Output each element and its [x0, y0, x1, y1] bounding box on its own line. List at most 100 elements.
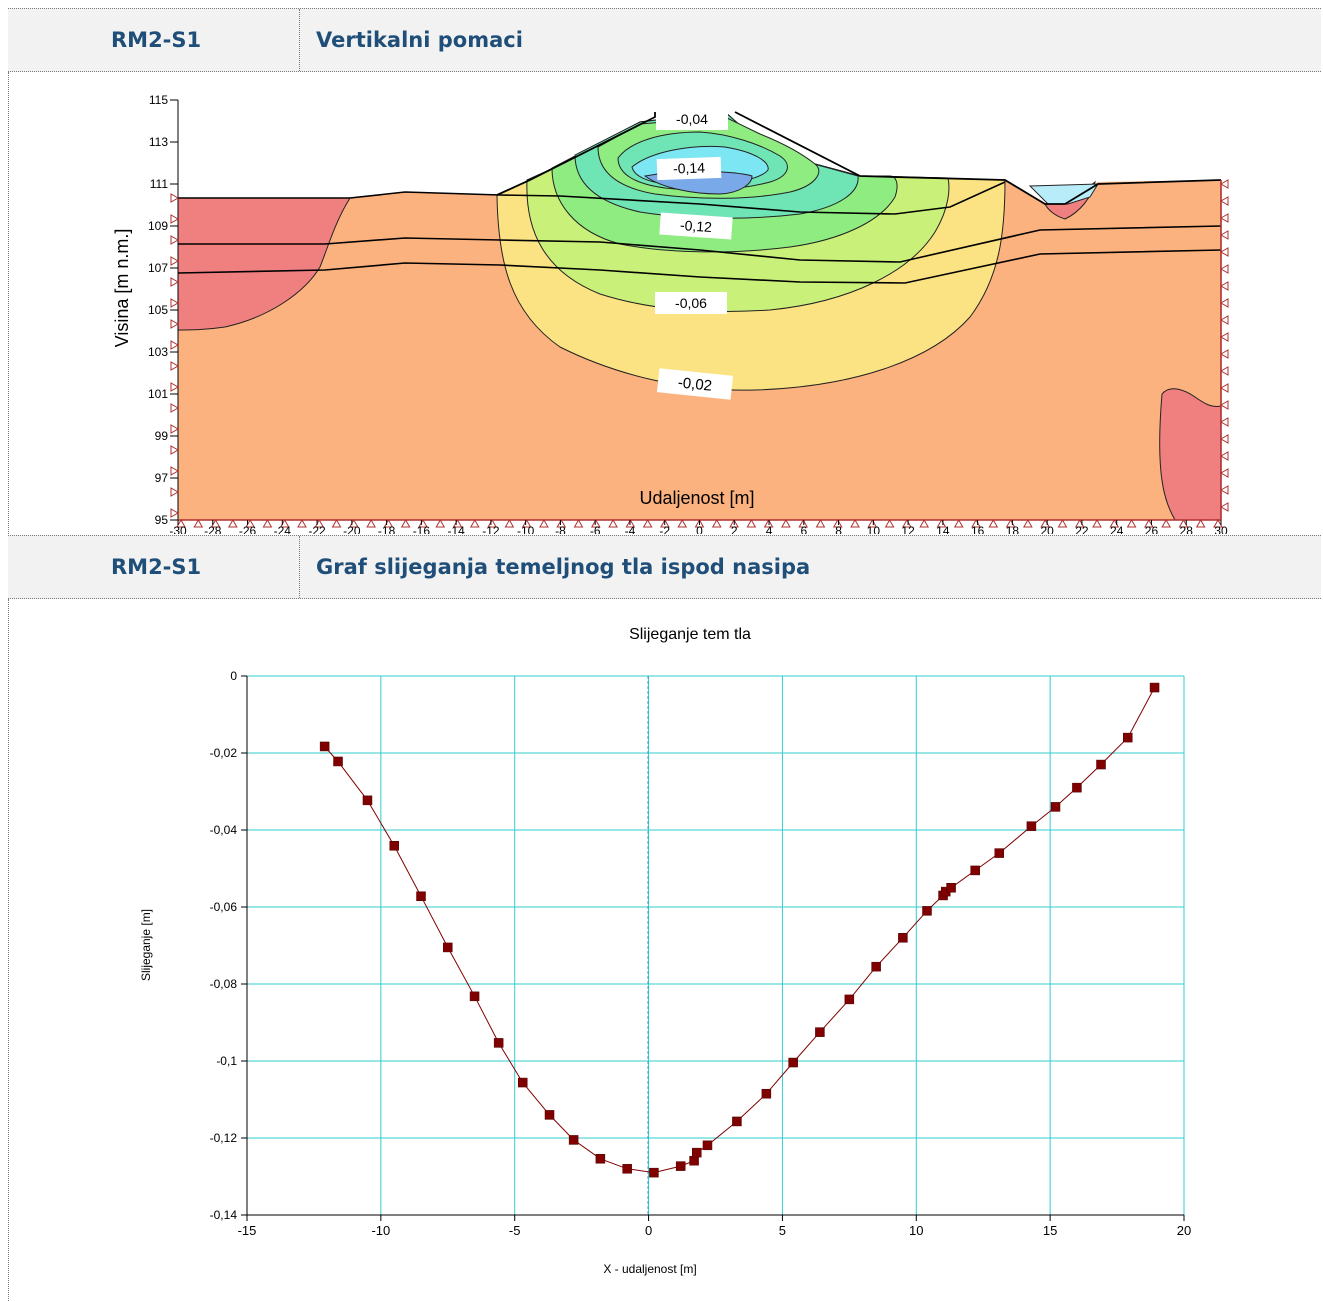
x-tick-label: 5: [779, 1223, 786, 1238]
data-point: [946, 883, 956, 893]
support-triangle: [170, 403, 180, 413]
svg-text:-0,04: -0,04: [676, 111, 708, 127]
support-triangle: [170, 235, 180, 245]
contour-label-006: -0,06: [655, 292, 727, 314]
data-point: [844, 994, 855, 1005]
support-triangle: [400, 518, 411, 528]
y-tick-label: -0,02: [210, 746, 238, 760]
contour-x-tick-label: -18: [378, 524, 396, 534]
support-triangle: [781, 518, 791, 528]
support-triangle: [573, 518, 584, 528]
svg-text:-0,02: -0,02: [677, 374, 713, 394]
support-triangle: [763, 518, 774, 528]
data-point: [1050, 802, 1061, 812]
support-triangle: [1219, 332, 1229, 342]
x-tick-label: 10: [909, 1223, 923, 1238]
data-point: [1072, 782, 1082, 793]
support-triangle: [469, 518, 480, 528]
support-triangle: [1219, 468, 1229, 478]
y-ticks: 0 -0,02 -0,04 -0,06 -0,08 -0,1 -0,12 -0,14: [210, 669, 247, 1222]
plot-area: [247, 676, 1184, 1215]
contour-label-014: -0,14: [656, 156, 722, 181]
contour-x-tick-label: -6: [590, 524, 601, 534]
contour-x-tick-label: 6: [800, 524, 807, 534]
contour-x-tick-label: 20: [1040, 524, 1054, 534]
data-point: [493, 1038, 504, 1048]
support-triangle: [435, 518, 446, 528]
contour-y-ticks: 115 113 111 109 107 105 103 101 99 97 95: [148, 93, 178, 527]
support-triangle: [746, 518, 757, 528]
series-markers: [319, 682, 1160, 1178]
data-point: [815, 1027, 825, 1037]
support-triangle: [170, 193, 180, 203]
support-triangle: [227, 518, 238, 528]
contour-label-004: -0,04: [656, 109, 728, 130]
section-code: RM2-S1: [111, 28, 202, 52]
support-triangle: [1023, 518, 1033, 528]
x-tick-label: -10: [371, 1223, 390, 1238]
data-point: [319, 741, 330, 752]
data-point: [649, 1167, 659, 1178]
support-triangle: [902, 518, 912, 528]
y-tick-label: -0,08: [210, 977, 238, 991]
contour-xlabel: Udaljenost [m]: [639, 488, 754, 508]
svg-text:-0,12: -0,12: [680, 217, 713, 235]
support-triangle: [170, 340, 180, 350]
data-point: [1149, 682, 1160, 693]
contour-y-tick-label: 109: [148, 219, 168, 233]
support-triangle: [1219, 213, 1229, 223]
support-triangle: [521, 518, 532, 528]
support-triangle: [1057, 518, 1068, 528]
data-point: [732, 1116, 742, 1127]
contour-x-tick-label: 28: [1180, 524, 1194, 534]
left-supports: [170, 193, 180, 518]
support-triangle: [1219, 366, 1229, 376]
section-title: Vertikalni pomaci: [316, 28, 523, 52]
contour-y-tick-label: 115: [149, 93, 168, 107]
support-triangle: [170, 256, 180, 266]
support-triangle: [556, 518, 567, 528]
chart-frame: [8, 599, 1321, 1301]
contour-label-012: -0,12: [659, 212, 733, 240]
water-pond: [1028, 183, 1099, 205]
support-triangle: [729, 518, 739, 528]
x-tick-label: -5: [509, 1223, 521, 1238]
contour-x-tick-label: -30: [169, 524, 187, 534]
support-triangle: [245, 518, 255, 528]
contour-x-tick-label: -22: [308, 524, 326, 534]
chart-title: Slijeganje tem tla: [629, 626, 751, 643]
layer-line-top: [178, 181, 1006, 215]
support-triangle: [452, 518, 463, 528]
contour-frame: [8, 72, 1321, 534]
contour-x-tick-label: -24: [274, 524, 292, 534]
layer-line-bottom: [178, 249, 1221, 284]
contour-x-tick-label: 30: [1214, 524, 1228, 534]
data-point: [1096, 759, 1106, 770]
support-triangle: [170, 298, 180, 308]
data-point: [994, 848, 1005, 858]
data-point: [517, 1077, 528, 1088]
support-triangle: [487, 518, 497, 528]
data-point: [568, 1135, 579, 1145]
support-triangle: [210, 518, 221, 528]
data-point: [333, 756, 343, 767]
y-axis-label: Slijeganje [m]: [139, 909, 153, 981]
contour-x-tick-label: 24: [1110, 524, 1124, 534]
support-triangle: [1219, 383, 1229, 393]
x-tick-label: 20: [1177, 1223, 1191, 1238]
x-axis-label: X - udaljenost [m]: [603, 1262, 696, 1276]
support-triangle: [798, 518, 809, 528]
support-triangle: [504, 518, 515, 528]
support-triangle: [625, 518, 636, 528]
x-tick-label: 0: [645, 1223, 652, 1238]
contour-x-tick-label: -28: [204, 524, 222, 534]
data-point: [898, 933, 908, 943]
support-triangle: [1161, 518, 1172, 528]
support-triangle: [1219, 298, 1229, 308]
contour-x-tick-label: 2: [731, 524, 738, 534]
contour-x-tick-label: -12: [482, 524, 500, 534]
support-triangle: [642, 518, 653, 528]
support-triangle: [1126, 518, 1137, 528]
support-triangle: [884, 518, 895, 528]
